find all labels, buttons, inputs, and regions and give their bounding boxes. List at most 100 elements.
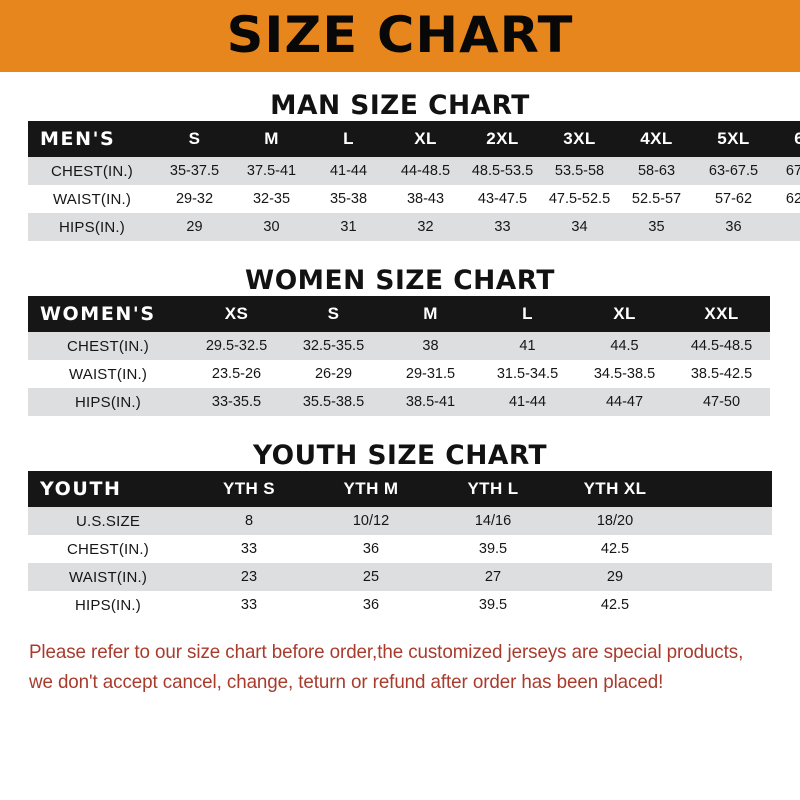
women-cell: 44-47 xyxy=(605,394,644,410)
man-cell: 67.5-72 xyxy=(785,163,800,179)
man-cell: 48.5-53.5 xyxy=(471,163,534,179)
youth-corner-label: YOUTH xyxy=(40,478,122,500)
man-section-title: MAN SIZE CHART xyxy=(270,90,530,121)
women-cell: 47-50 xyxy=(702,394,741,410)
women-row-label: WAIST(IN.) xyxy=(68,365,148,383)
youth-cell-spacer xyxy=(676,563,772,591)
women-cell: 26-29 xyxy=(314,366,353,382)
man-size-header: L xyxy=(343,129,354,148)
table-row: HIPS(IN.) 33 36 39.5 42.5 xyxy=(28,591,772,619)
man-cell: 44-48.5 xyxy=(400,163,451,179)
youth-cell: 29 xyxy=(606,569,624,585)
youth-cell: 39.5 xyxy=(478,541,508,557)
man-cell: 53.5-58 xyxy=(554,163,605,179)
women-size-header: S xyxy=(327,304,340,323)
women-cell: 41 xyxy=(519,338,536,354)
women-cell: 31.5-34.5 xyxy=(496,366,559,382)
women-cell: 32.5-35.5 xyxy=(302,338,365,354)
youth-row-label: HIPS(IN.) xyxy=(75,596,141,614)
man-size-header: 3XL xyxy=(563,129,596,148)
table-row: WAIST(IN.) 29-32 32-35 35-38 38-43 43-47… xyxy=(28,185,800,213)
women-size-chart-section: WOMEN SIZE CHART WOMEN'S XS S M L XL XXL… xyxy=(0,265,800,416)
man-cell: 36 xyxy=(725,219,742,235)
women-cell: 38 xyxy=(422,338,439,354)
man-row-label: WAIST(IN.) xyxy=(52,190,132,208)
youth-size-chart-section: YOUTH SIZE CHART YOUTH YTH S YTH M YTH L… xyxy=(0,440,800,619)
order-policy-notice: Please refer to our size chart before or… xyxy=(0,637,772,697)
man-cell: 35 xyxy=(648,219,665,235)
table-row: HIPS(IN.) 33-35.5 35.5-38.5 38.5-41 41-4… xyxy=(28,388,770,416)
youth-cell: 8 xyxy=(244,513,254,529)
man-cell: 32 xyxy=(417,219,434,235)
man-cell: 37.5-41 xyxy=(246,163,297,179)
women-size-table: WOMEN'S XS S M L XL XXL CHEST(IN.) 29.5-… xyxy=(28,296,770,416)
man-cell: 31 xyxy=(340,219,357,235)
youth-header-spacer xyxy=(676,471,772,507)
youth-section-title: YOUTH SIZE CHART xyxy=(252,440,548,471)
youth-cell-spacer xyxy=(676,535,772,563)
man-cell: 35-37.5 xyxy=(169,163,220,179)
youth-size-table: YOUTH YTH S YTH M YTH L YTH XL U.S.SIZE … xyxy=(28,471,772,619)
man-cell: 52.5-57 xyxy=(631,191,682,207)
table-row: CHEST(IN.) 33 36 39.5 42.5 xyxy=(28,535,772,563)
man-cell: 57-62 xyxy=(714,191,753,207)
man-cell: 43-47.5 xyxy=(477,191,528,207)
notice-line-2: we don't accept cancel, change, teturn o… xyxy=(28,671,664,694)
youth-cell: 42.5 xyxy=(600,597,630,613)
man-size-header: XL xyxy=(414,129,437,148)
youth-cell: 33 xyxy=(240,597,258,613)
women-cell: 29-31.5 xyxy=(405,366,456,382)
table-row: WAIST(IN.) 23.5-26 26-29 29-31.5 31.5-34… xyxy=(28,360,770,388)
table-row: WAIST(IN.) 23 25 27 29 xyxy=(28,563,772,591)
youth-cell: 23 xyxy=(240,569,258,585)
youth-cell: 10/12 xyxy=(352,513,390,529)
women-section-title: WOMEN SIZE CHART xyxy=(245,265,555,296)
youth-row-label: CHEST(IN.) xyxy=(67,540,149,558)
man-cell: 34 xyxy=(571,219,588,235)
man-cell: 29 xyxy=(186,219,203,235)
women-size-header: XS xyxy=(224,304,249,323)
women-cell: 41-44 xyxy=(508,394,547,410)
youth-size-header: YTH XL xyxy=(583,479,647,498)
man-size-header: 6XL xyxy=(794,129,800,148)
table-row: CHEST(IN.) 35-37.5 37.5-41 41-44 44-48.5… xyxy=(28,157,800,185)
man-size-table: MEN'S S M L XL 2XL 3XL 4XL 5XL 6XL CHEST… xyxy=(28,121,800,241)
man-cell: 33 xyxy=(494,219,511,235)
women-cell: 35.5-38.5 xyxy=(302,394,365,410)
man-cell: 29-32 xyxy=(175,191,214,207)
man-cell: 63-67.5 xyxy=(708,163,759,179)
man-cell: 35-38 xyxy=(329,191,368,207)
women-cell: 38.5-41 xyxy=(405,394,456,410)
man-size-header: M xyxy=(264,129,279,148)
page-title: SIZE CHART xyxy=(226,6,574,64)
women-cell: 23.5-26 xyxy=(211,366,262,382)
women-table-header-row: WOMEN'S XS S M L XL XXL xyxy=(28,296,770,332)
youth-cell: 39.5 xyxy=(478,597,508,613)
size-chart-banner: SIZE CHART xyxy=(0,0,800,72)
women-row-label: HIPS(IN.) xyxy=(75,393,141,411)
youth-size-header: YTH L xyxy=(467,479,519,498)
man-corner-label: MEN'S xyxy=(40,128,116,150)
youth-cell: 33 xyxy=(240,541,258,557)
youth-cell: 14/16 xyxy=(474,513,512,529)
man-size-chart-section: MAN SIZE CHART MEN'S S M L XL 2XL 3XL 4X… xyxy=(0,90,800,241)
table-row: U.S.SIZE 8 10/12 14/16 18/20 xyxy=(28,507,772,535)
man-size-header: S xyxy=(188,129,201,148)
women-size-header: L xyxy=(522,304,533,323)
women-size-header: XXL xyxy=(704,304,739,323)
youth-cell: 18/20 xyxy=(596,513,634,529)
man-cell: 37 xyxy=(772,213,800,241)
youth-row-label: WAIST(IN.) xyxy=(68,568,148,586)
man-table-header-row: MEN'S S M L XL 2XL 3XL 4XL 5XL 6XL xyxy=(28,121,800,157)
women-cell: 34.5-38.5 xyxy=(593,366,656,382)
youth-cell: 36 xyxy=(362,541,380,557)
youth-size-header: YTH M xyxy=(343,479,399,498)
man-cell: 58-63 xyxy=(637,163,676,179)
women-cell: 44.5-48.5 xyxy=(690,338,753,354)
women-cell: 44.5 xyxy=(610,338,639,354)
women-size-header: XL xyxy=(613,304,636,323)
women-size-header: M xyxy=(423,304,438,323)
youth-cell: 25 xyxy=(362,569,380,585)
notice-line-1: Please refer to our size chart before or… xyxy=(28,641,744,663)
man-cell: 32-35 xyxy=(252,191,291,207)
